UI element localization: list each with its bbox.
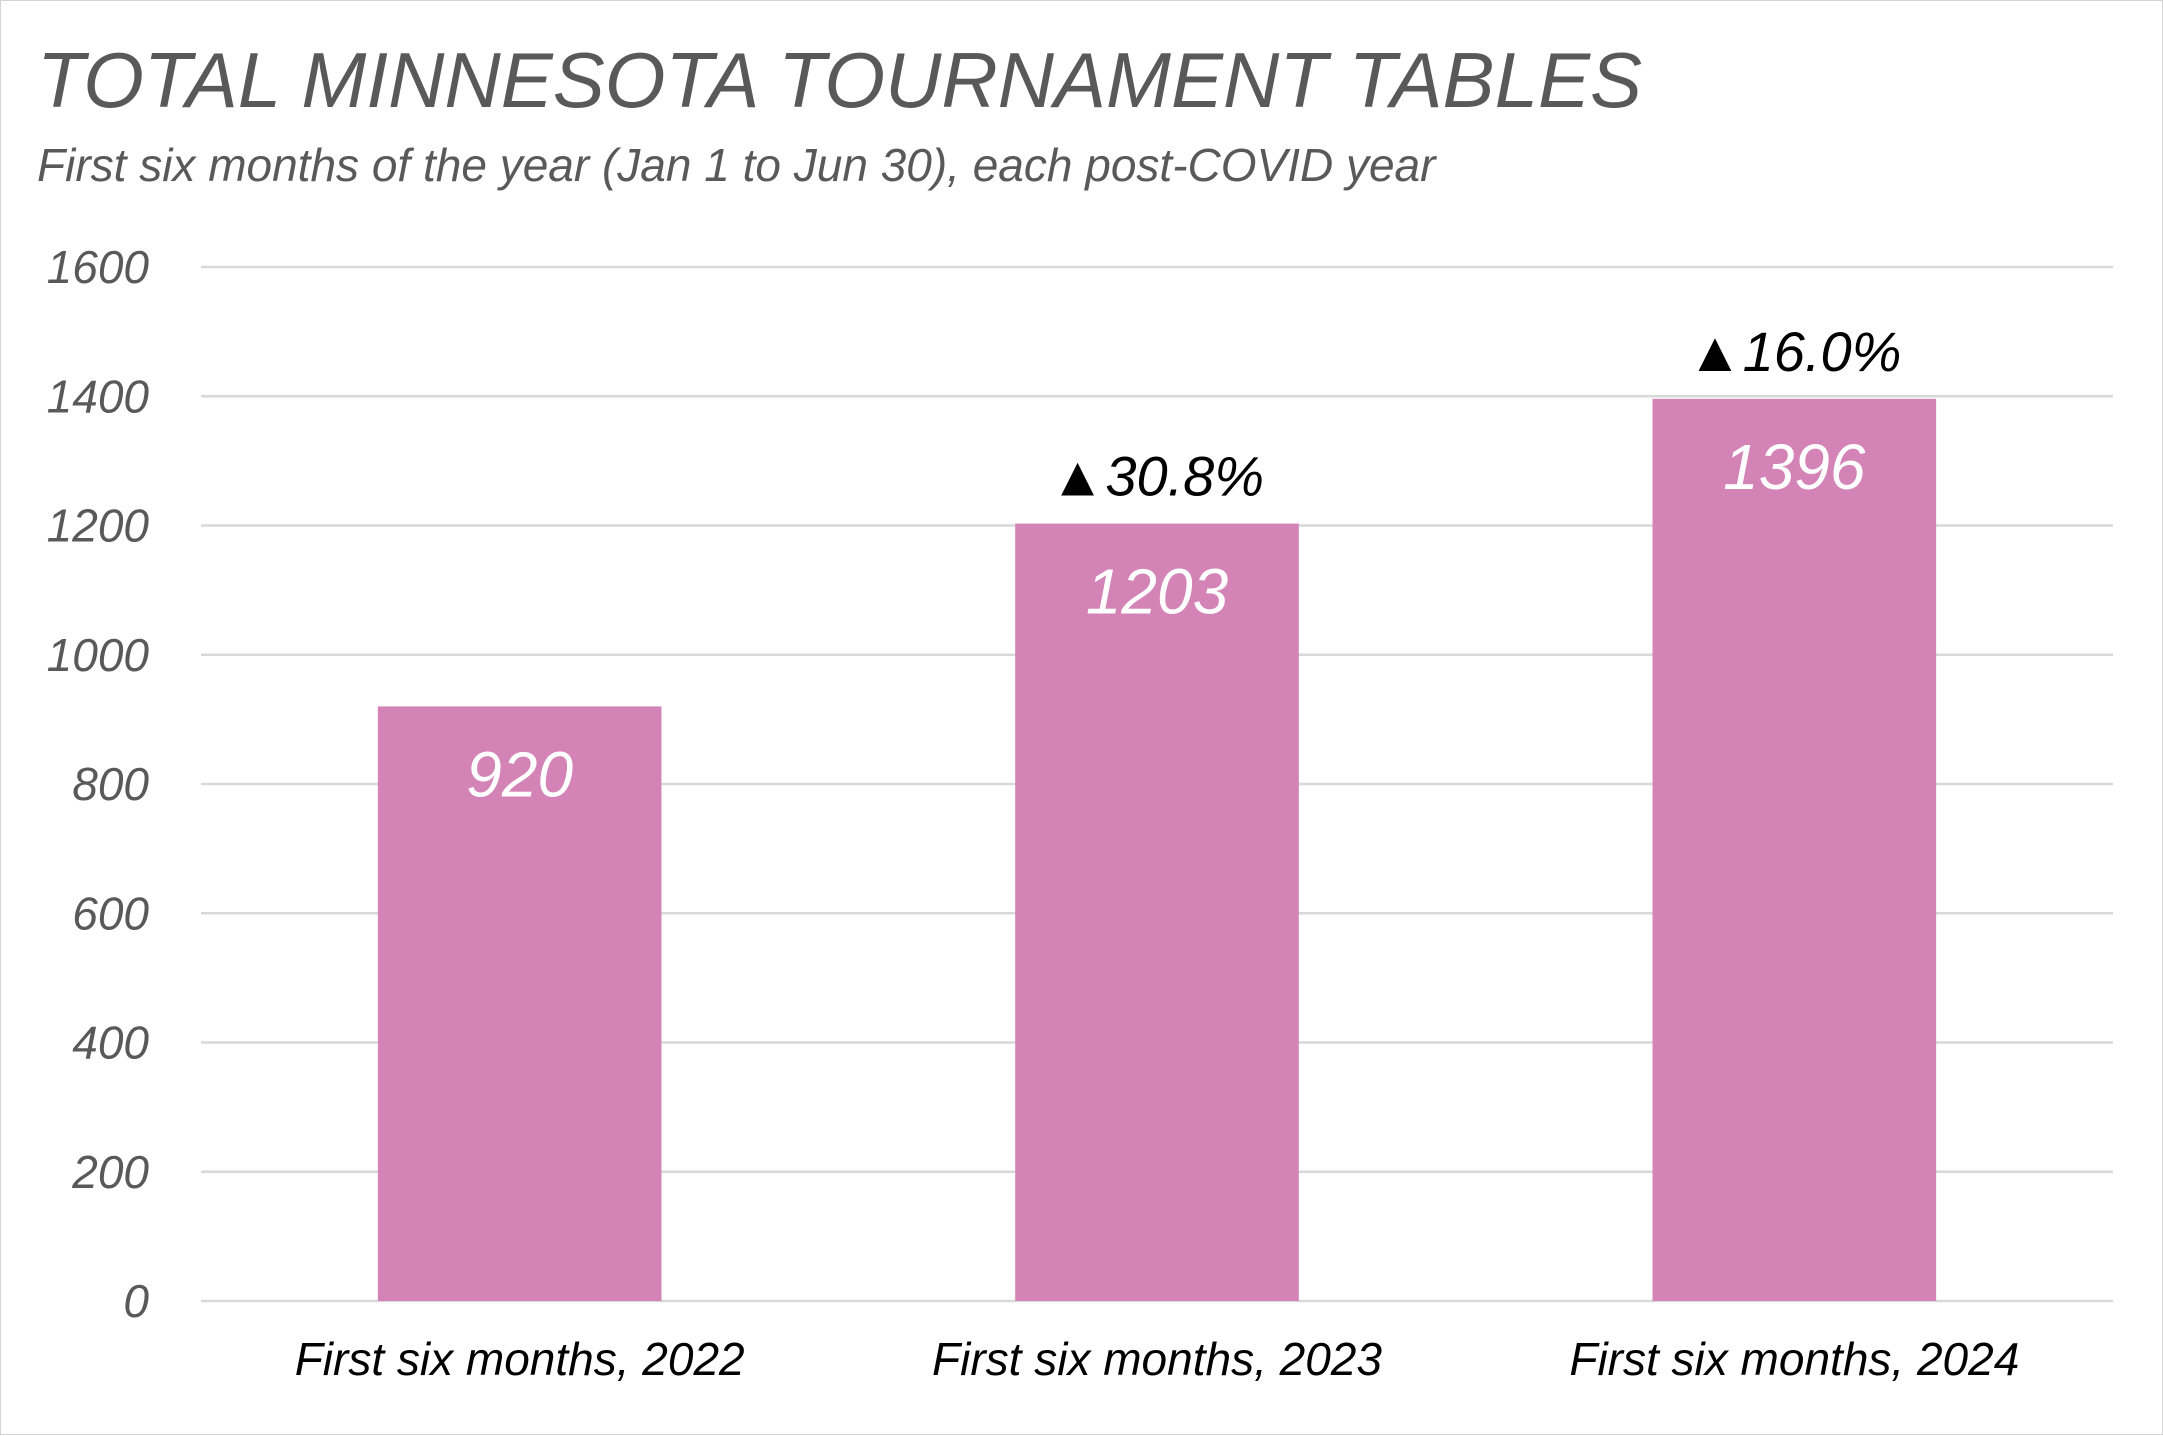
y-tick-label: 1400 (47, 370, 150, 422)
x-tick-label: First six months, 2022 (295, 1333, 745, 1385)
chart-subtitle: First six months of the year (Jan 1 to J… (37, 139, 1437, 191)
bar-value-label: 1203 (1086, 556, 1229, 628)
change-label: ▲30.8% (1050, 445, 1264, 508)
bar (377, 706, 662, 1301)
bars: 920 1203 ▲30.8% 1396 ▲16.0% (377, 320, 1937, 1302)
x-axis-tick-labels: First six months, 2022 First six months, … (295, 1333, 2020, 1385)
bar (1652, 398, 1937, 1302)
y-tick-label: 1000 (47, 629, 150, 681)
change-label: ▲16.0% (1687, 320, 1901, 383)
bar-value-label: 920 (466, 738, 573, 810)
y-tick-label: 600 (72, 887, 149, 939)
y-tick-label: 1600 (47, 241, 150, 293)
y-axis-tick-labels: 0 200 400 600 800 1000 1200 1400 1600 (47, 241, 150, 1327)
bar (1015, 523, 1299, 1301)
y-tick-label: 1200 (47, 500, 150, 552)
y-tick-label: 400 (72, 1017, 149, 1069)
y-tick-label: 800 (72, 758, 149, 810)
x-tick-label: First six months, 2024 (1569, 1333, 2019, 1385)
bar-value-label: 1396 (1723, 431, 1866, 503)
chart-title: TOTAL MINNESOTA TOURNAMENT TABLES (37, 36, 1642, 124)
y-tick-label: 0 (123, 1275, 149, 1327)
y-tick-label: 200 (71, 1146, 149, 1198)
x-tick-label: First six months, 2023 (932, 1333, 1382, 1385)
